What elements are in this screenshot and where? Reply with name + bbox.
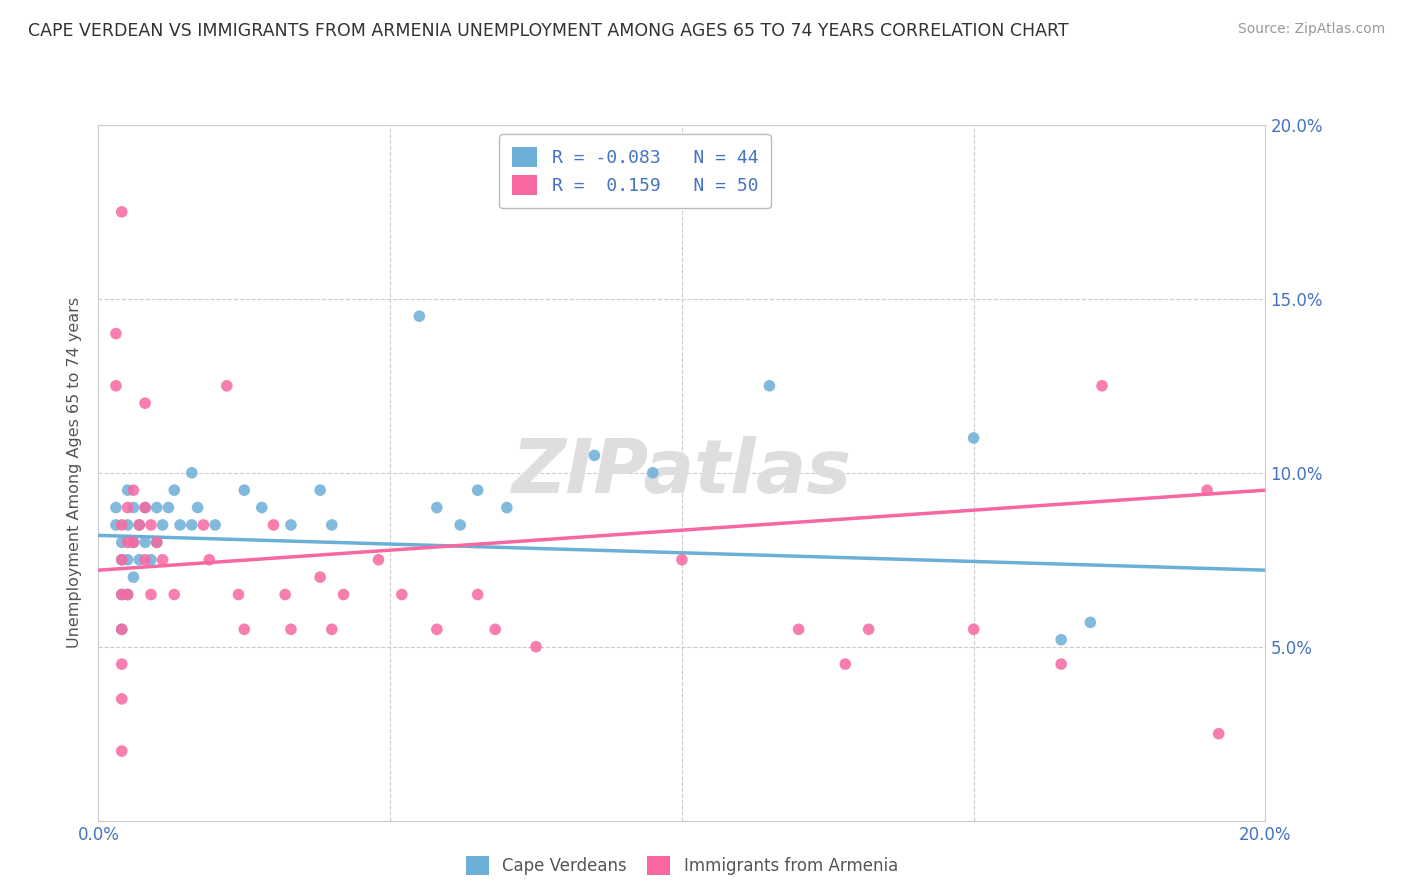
Point [495,500,517,515]
Point [250,500,273,515]
Point [104,500,127,515]
Point [152,552,174,567]
Point [128,517,150,532]
Point [1195,483,1218,497]
Point [111,623,134,637]
Point [111,657,134,671]
Point [858,623,880,637]
Point [111,692,134,706]
Point [111,744,134,758]
Point [134,500,156,515]
Point [274,587,297,601]
Point [467,483,489,497]
Point [122,483,145,497]
Point [134,500,156,515]
Point [262,517,284,532]
Point [467,587,489,601]
Point [962,623,984,637]
Point [163,483,186,497]
Point [128,517,150,532]
Point [122,500,145,515]
Point [233,483,256,497]
Point [128,552,150,567]
Point [834,657,856,671]
Point [309,570,332,584]
Point [758,378,780,392]
Point [104,326,127,341]
Point [146,535,169,549]
Point [180,517,202,532]
Text: CAPE VERDEAN VS IMMIGRANTS FROM ARMENIA UNEMPLOYMENT AMONG AGES 65 TO 74 YEARS C: CAPE VERDEAN VS IMMIGRANTS FROM ARMENIA … [28,22,1069,40]
Point [117,587,139,601]
Legend: Cape Verdeans, Immigrants from Armenia: Cape Verdeans, Immigrants from Armenia [460,849,904,882]
Point [449,517,471,532]
Point [321,623,343,637]
Point [187,500,209,515]
Point [391,587,413,601]
Point [198,552,221,567]
Point [117,552,139,567]
Point [111,517,134,532]
Point [1080,615,1102,630]
Point [787,623,810,637]
Point [1050,657,1073,671]
Point [228,587,250,601]
Point [146,535,169,549]
Point [117,500,139,515]
Point [280,623,302,637]
Point [117,517,139,532]
Point [111,552,134,567]
Point [139,517,162,532]
Point [524,640,547,654]
Point [117,483,139,497]
Point [280,517,302,532]
Point [484,623,506,637]
Point [408,310,430,324]
Point [134,396,156,410]
Point [104,517,127,532]
Point [309,483,332,497]
Point [111,552,134,567]
Point [117,535,139,549]
Point [139,552,162,567]
Point [134,535,156,549]
Point [962,431,984,445]
Point [146,500,169,515]
Point [193,517,215,532]
Point [169,517,191,532]
Point [321,517,343,532]
Point [111,205,134,219]
Point [671,552,693,567]
Point [111,587,134,601]
Point [122,535,145,549]
Point [152,517,174,532]
Point [180,466,202,480]
Point [641,466,664,480]
Point [117,587,139,601]
Point [122,570,145,584]
Point [111,587,134,601]
Text: ZIPatlas: ZIPatlas [512,436,852,509]
Point [426,500,449,515]
Y-axis label: Unemployment Among Ages 65 to 74 years: Unemployment Among Ages 65 to 74 years [67,297,83,648]
Point [233,623,256,637]
Point [215,378,238,392]
Point [1050,632,1073,647]
Point [1091,378,1114,392]
Point [332,587,354,601]
Point [111,535,134,549]
Point [111,623,134,637]
Point [139,587,162,601]
Point [204,517,226,532]
Point [426,623,449,637]
Point [1208,726,1230,740]
Point [367,552,389,567]
Point [134,552,156,567]
Point [163,587,186,601]
Point [104,378,127,392]
Point [583,448,606,462]
Text: Source: ZipAtlas.com: Source: ZipAtlas.com [1237,22,1385,37]
Point [122,535,145,549]
Point [157,500,180,515]
